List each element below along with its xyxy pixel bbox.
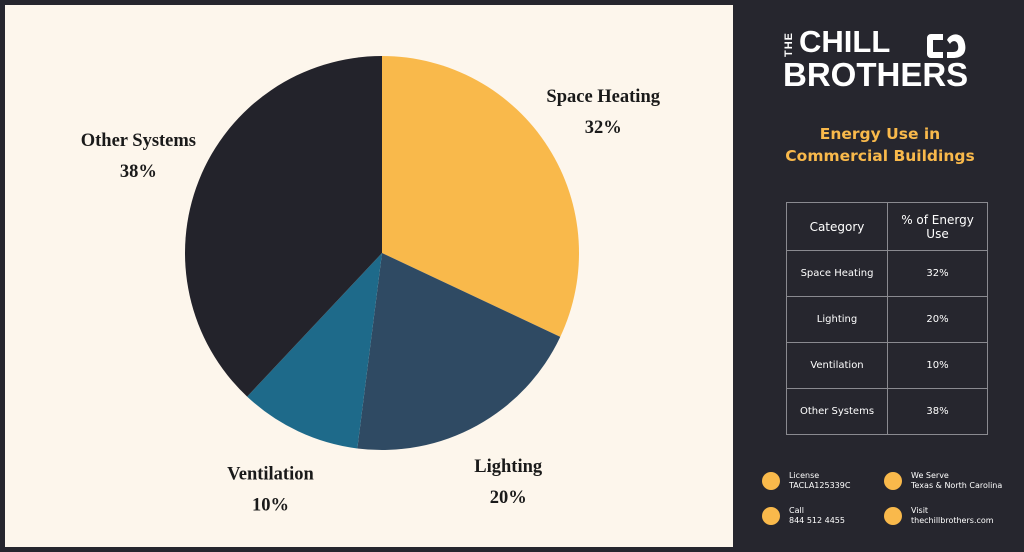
table-cell: 38% [887, 388, 988, 435]
table-row: Lighting 20% [786, 296, 988, 343]
pie-slice [357, 253, 561, 450]
contact-icon [762, 507, 780, 525]
slice-label: Other Systems [81, 131, 196, 151]
pie-slice [247, 253, 382, 449]
table-cell: Ventilation [786, 342, 888, 389]
contact-text: Visit thechillbrothers.com [911, 506, 994, 526]
contact-label: We Serve [911, 471, 949, 480]
contact-label: Call [789, 506, 804, 515]
contact-icon [884, 472, 902, 490]
contact-icon [762, 472, 780, 490]
brand-icon [927, 34, 966, 58]
table-row: Ventilation 10% [786, 342, 988, 389]
contact-icon [884, 507, 902, 525]
contact-label: Visit [911, 506, 929, 515]
chart: Space Heating 32% Lighting 20% Ventilation 10… [5, 5, 733, 547]
header-cell: Category [786, 202, 888, 251]
data-table: Category % of Energy Use Space Heating 32… [786, 202, 988, 435]
sidebar: THE CHILL BROTHERS Energy Use in Commerc… [735, 0, 1024, 552]
table-cell: 10% [887, 342, 988, 389]
slice-label: Space Heating [546, 87, 660, 107]
slice-value-label: 32% [585, 118, 622, 138]
table-row: Other Systems 38% [786, 388, 988, 435]
slice-value-label: 38% [120, 162, 157, 182]
slice-label: Lighting [474, 457, 543, 477]
slice-value-label: 10% [252, 495, 289, 515]
contact-text: We Serve Texas & North Carolina [911, 471, 1002, 491]
table-cell: Other Systems [786, 388, 888, 435]
brand-line: CHILL [799, 24, 891, 59]
contact-value: Texas & North Carolina [911, 481, 1003, 490]
pie-slice [382, 56, 579, 337]
table-body: Space Heating 32% Lighting 20% Ventilation 10… [786, 250, 988, 435]
brand-small: THE [783, 32, 795, 57]
table-cell: 32% [887, 250, 988, 297]
table-cell: Space Heating [786, 250, 888, 297]
sidebar-title: Energy Use in Commercial Buildings [785, 125, 975, 165]
pie-slice [185, 56, 382, 397]
contact-value: TACLA125339C [789, 481, 851, 490]
slice-label: Ventilation [227, 464, 314, 484]
table-cell: Lighting [786, 296, 888, 343]
contact-text: License TACLA125339C [789, 471, 850, 491]
contact-text: Call 844 512 4455 [789, 506, 845, 526]
table-row: Space Heating 32% [786, 250, 988, 297]
contact-label: License [789, 471, 820, 480]
table-header: Category % of Energy Use [786, 202, 988, 251]
brand-line: BROTHERS [783, 56, 969, 93]
contact-value: thechillbrothers.com [911, 516, 994, 525]
slice-value-label: 20% [490, 488, 527, 508]
contact-value: 844 512 4455 [789, 516, 845, 525]
table-cell: 20% [887, 296, 988, 343]
header-cell: % of Energy Use [887, 202, 988, 251]
